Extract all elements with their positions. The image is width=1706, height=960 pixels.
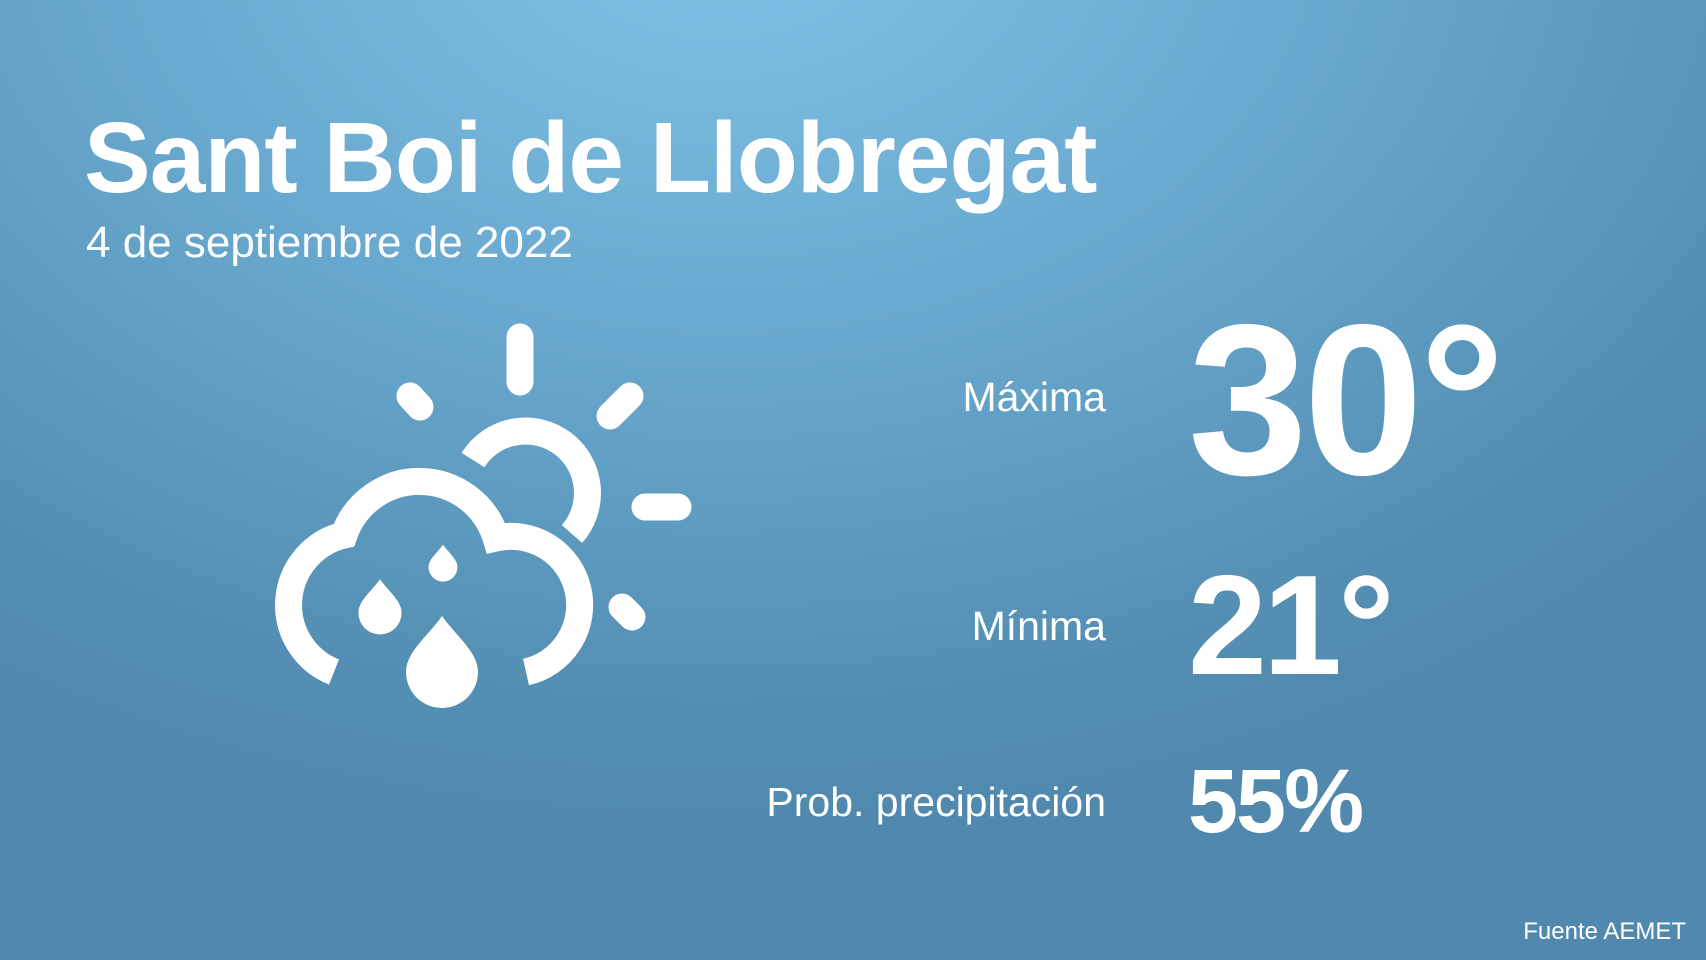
forecast-date: 4 de septiembre de 2022: [86, 218, 573, 267]
source-credit: Fuente AEMET: [1523, 918, 1686, 945]
precip-prob-label: Prob. precipitación: [766, 779, 1106, 825]
precip-prob-value: 55%: [1188, 752, 1364, 852]
sun-cloud-rain-icon: [275, 323, 692, 708]
max-temp-value: 30°: [1188, 279, 1505, 520]
city-title: Sant Boi de Llobregat: [84, 102, 1097, 214]
min-temp-label: Mínima: [971, 603, 1106, 649]
max-temp-label: Máxima: [962, 374, 1106, 420]
min-temp-value: 21°: [1188, 546, 1395, 705]
